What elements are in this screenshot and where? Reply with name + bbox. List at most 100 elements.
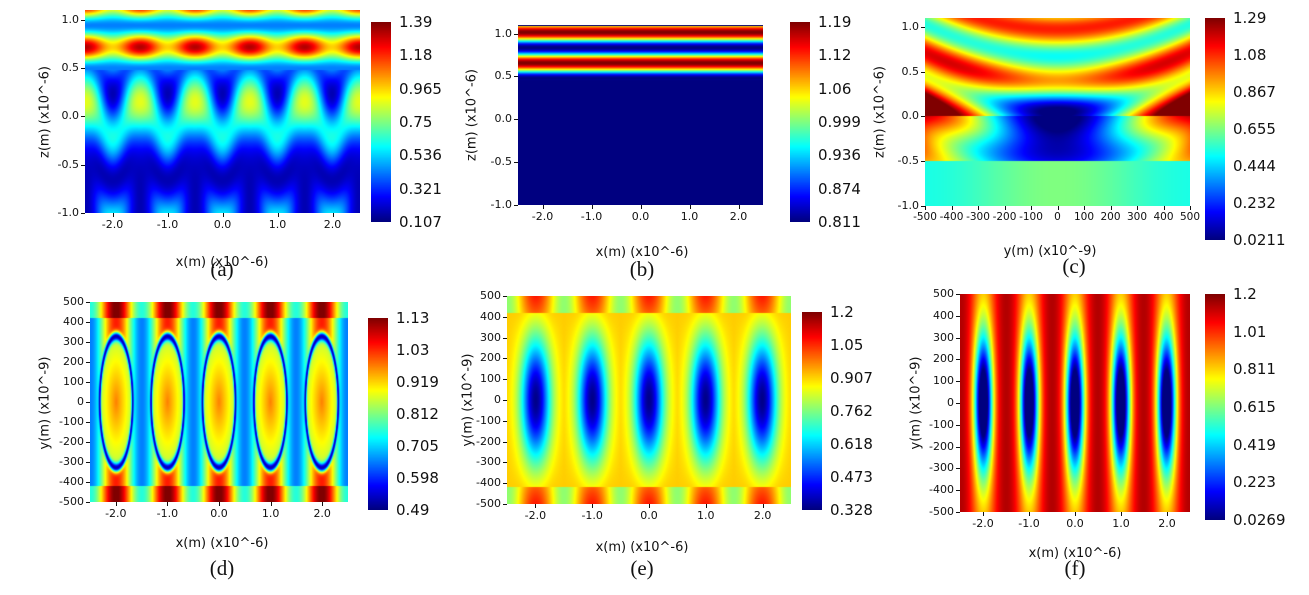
x-tick-label: 0.0 (631, 210, 650, 223)
colorbar-tick-label: 0.598 (396, 469, 439, 487)
colorbar-tick-label: 0.321 (399, 179, 442, 198)
colorbar-tick-label: 0.419 (1233, 435, 1276, 454)
colorbar-tick-label: 0.907 (830, 369, 873, 387)
heatmap-canvas-d (90, 302, 348, 502)
y-tick-label: 0.0 (901, 109, 920, 123)
heatmap-e (507, 296, 791, 504)
y-axis-label: z(m) (x10^-6) (464, 69, 480, 161)
x-tick-mark (219, 502, 220, 506)
x-tick-mark (270, 502, 272, 506)
y-tick-label: 0 (494, 393, 501, 406)
panel-label: (a) (210, 257, 234, 281)
x-tick-label: 2.0 (323, 218, 342, 231)
x-tick-label: 1.0 (268, 218, 287, 231)
y-axis-label: z(m) (x10^-6) (872, 66, 888, 158)
x-tick-label: 300 (1126, 211, 1148, 223)
y-tick-mark (956, 424, 960, 426)
x-tick-label: 0 (1054, 211, 1061, 223)
colorbar-tick-label: 1.05 (830, 336, 864, 354)
x-tick-label: 1.0 (1112, 517, 1130, 530)
y-tick-label: 400 (480, 309, 501, 323)
y-tick-mark (503, 316, 507, 318)
x-tick-label: 0.0 (1066, 517, 1084, 530)
colorbar-tick-label: 1.13 (396, 309, 430, 327)
x-tick-mark (762, 504, 764, 508)
x-axis-label: x(m) (x10^-6) (1028, 546, 1122, 561)
x-axis-label: x(m) (x10^-6) (175, 536, 269, 551)
y-tick-label: -0.5 (490, 155, 512, 169)
x-tick-mark (115, 502, 117, 506)
colorbar-b (790, 22, 810, 222)
y-tick-mark (86, 402, 90, 403)
x-tick-label: -100 (1019, 211, 1043, 223)
y-tick-label: 0.5 (901, 64, 920, 78)
colorbar-tick-label: 1.2 (830, 303, 854, 321)
y-tick-mark (956, 359, 960, 361)
x-tick-label: -1.0 (156, 507, 179, 520)
colorbar-tick-label: 0.811 (818, 213, 861, 231)
colorbar-tick-label: 0.223 (1233, 473, 1276, 492)
colorbar-tick-label: 1.19 (818, 13, 852, 31)
y-tick-mark (514, 33, 518, 35)
heatmap-canvas-b (518, 25, 763, 205)
y-tick-mark (86, 322, 90, 323)
x-axis-label: x(m) (x10^-6) (175, 255, 269, 270)
heatmap-c (925, 18, 1190, 206)
x-tick-mark (649, 504, 650, 508)
x-tick-mark (1031, 206, 1032, 210)
colorbar-tick-label: 0.874 (818, 179, 861, 198)
y-tick-mark (86, 442, 90, 443)
x-tick-label: 2.0 (1158, 517, 1176, 530)
y-tick-label: 500 (63, 295, 84, 308)
y-tick-label: 0.5 (61, 61, 80, 74)
x-axis-label: y(m) (x10^-9) (1003, 244, 1097, 259)
y-tick-label: -500 (929, 505, 954, 518)
y-tick-mark (81, 19, 85, 21)
colorbar-tick-label: 0.328 (830, 501, 873, 519)
x-tick-mark (591, 205, 593, 209)
panel-label: (e) (630, 556, 654, 580)
x-tick-mark (1084, 206, 1085, 210)
y-tick-mark (81, 116, 85, 118)
y-tick-mark (503, 441, 507, 443)
colorbar-tick-label: 0.615 (1233, 398, 1276, 416)
y-tick-mark (514, 205, 518, 206)
x-tick-mark (535, 504, 537, 508)
y-tick-label: -1.0 (57, 206, 79, 219)
y-tick-label: -100 (929, 417, 954, 431)
x-tick-mark (1167, 512, 1168, 516)
x-tick-mark (951, 206, 953, 210)
y-tick-label: 300 (63, 335, 84, 348)
colorbar-tick-label: 0.762 (830, 402, 873, 420)
colorbar-tick-label: 0.999 (818, 113, 861, 131)
colorbar-tick-label: 1.29 (1233, 9, 1267, 27)
colorbar-tick-label: 0.232 (1233, 194, 1276, 212)
colorbar-d (368, 318, 388, 510)
y-tick-label: -500 (476, 497, 501, 510)
x-tick-label: 0.0 (640, 509, 658, 522)
y-tick-label: 100 (63, 375, 84, 388)
x-tick-label: -2.0 (531, 210, 554, 223)
x-tick-label: 2.0 (729, 210, 748, 223)
y-tick-mark (514, 119, 518, 121)
panel-label: (f) (1064, 556, 1086, 580)
x-tick-mark (1137, 206, 1138, 210)
y-tick-label: -300 (476, 455, 501, 469)
colorbar-tick-label: 1.06 (818, 79, 852, 98)
y-tick-label: 200 (480, 351, 501, 365)
colorbar-tick-label: 0.75 (399, 113, 433, 131)
x-tick-mark (277, 213, 279, 217)
y-tick-label: -100 (476, 413, 501, 427)
x-tick-mark (1075, 512, 1076, 516)
y-tick-mark (81, 68, 85, 69)
y-tick-label: 1.0 (901, 19, 920, 33)
colorbar-tick-label: 0.965 (399, 79, 442, 98)
heatmap-a (85, 10, 360, 213)
y-tick-label: -500 (59, 495, 84, 508)
y-tick-mark (956, 337, 960, 339)
y-tick-label: 0 (77, 395, 84, 408)
y-tick-label: 500 (933, 287, 954, 300)
x-tick-mark (1057, 206, 1059, 210)
colorbar-tick-label: 0.919 (396, 373, 439, 391)
y-tick-mark (921, 161, 925, 163)
